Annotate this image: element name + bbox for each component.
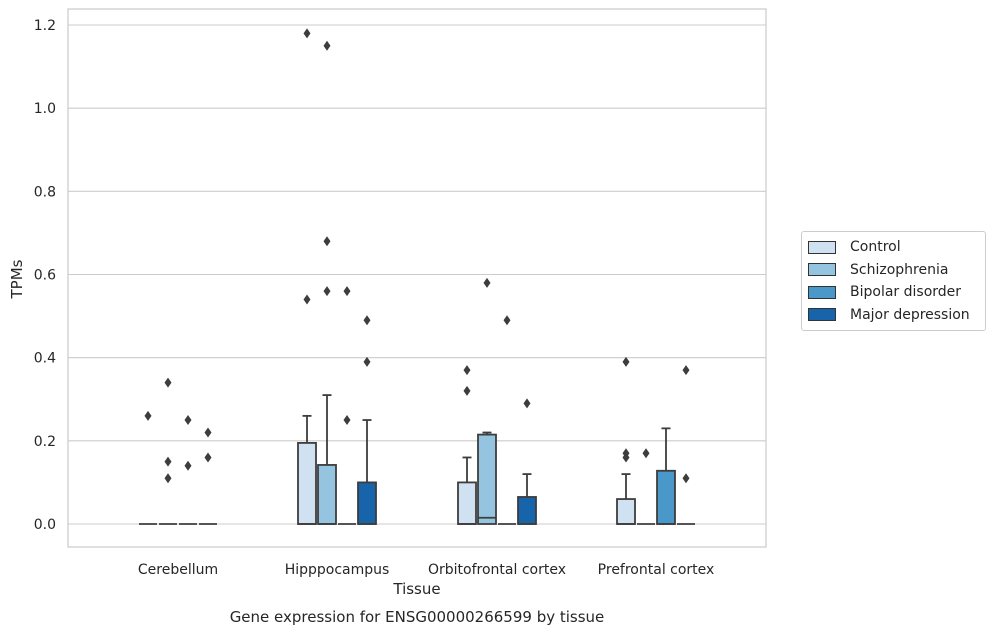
y-tick-label: 0.6 <box>34 268 56 284</box>
box-body <box>317 464 337 525</box>
x-tick-label: Orbitofrontal cortex <box>428 562 566 578</box>
outlier-point <box>303 28 311 39</box>
legend-item-control: Control <box>802 236 985 259</box>
outlier-point <box>463 365 471 376</box>
outlier-point <box>523 398 531 409</box>
outlier-point <box>363 315 371 326</box>
legend: Control Schizophrenia Bipolar disorder M… <box>801 231 986 331</box>
x-axis-label: Tissue <box>392 580 440 598</box>
box-body <box>656 469 676 525</box>
legend-item-schizophrenia: Schizophrenia <box>802 259 985 282</box>
box-control <box>457 456 477 525</box>
legend-swatch-major-depression <box>808 308 836 322</box>
y-tick-label: 0.4 <box>34 351 56 367</box>
legend-item-bipolar-disorder: Bipolar disorder <box>802 281 985 304</box>
outlier-point <box>343 286 351 297</box>
y-tick-label: 0.2 <box>34 434 56 450</box>
chart-caption: Gene expression for ENSG00000266599 by t… <box>230 608 605 626</box>
box-body <box>616 498 636 525</box>
outlier-point <box>463 385 471 396</box>
box-body <box>477 433 497 525</box>
y-tick-label: 0.8 <box>34 184 56 200</box>
outlier-point <box>682 365 690 376</box>
outlier-point <box>303 294 311 305</box>
x-tick-label: Cerebellum <box>138 562 218 578</box>
legend-label: Major depression <box>850 306 970 323</box>
y-tick-label: 1.2 <box>34 18 56 34</box>
box-major-depression <box>357 419 377 525</box>
legend-label: Control <box>850 239 901 256</box>
outlier-point <box>184 460 192 471</box>
y-tick-label: 1.0 <box>34 101 56 117</box>
plot-frame <box>67 8 767 548</box>
box-body <box>297 442 317 525</box>
outlier-points <box>144 28 690 484</box>
box-body <box>357 481 377 525</box>
box-major-depression <box>517 473 537 525</box>
outlier-point <box>164 377 172 388</box>
outlier-point <box>622 452 630 463</box>
outlier-point <box>323 236 331 247</box>
outlier-point <box>164 456 172 467</box>
outlier-point <box>483 277 491 288</box>
outlier-point <box>323 40 331 51</box>
box-bipolar-disorder <box>656 427 676 525</box>
grid-lines <box>68 24 766 525</box>
box-body <box>457 481 477 525</box>
outlier-point <box>323 286 331 297</box>
x-tick-label: Hipppocampus <box>285 562 390 578</box>
box-schizophrenia <box>477 431 497 525</box>
box-schizophrenia <box>317 394 337 525</box>
legend-swatch-control <box>808 240 836 254</box>
y-axis-label: TPMs <box>8 259 26 299</box>
outlier-point <box>164 473 172 484</box>
y-tick-labels: 0.0 0.2 0.4 0.6 0.8 1.0 1.2 <box>34 18 56 533</box>
x-tick-label: Prefrontal cortex <box>598 562 715 578</box>
legend-label: Schizophrenia <box>850 261 949 278</box>
x-tick-labels: Cerebellum Hipppocampus Orbitofrontal cort… <box>138 562 714 578</box>
box-control <box>616 473 636 525</box>
outlier-point <box>363 356 371 367</box>
box-groups <box>139 394 695 525</box>
legend-label: Bipolar disorder <box>850 284 962 301</box>
outlier-point <box>503 315 511 326</box>
outlier-point <box>343 415 351 426</box>
outlier-point <box>144 410 152 421</box>
y-tick-label: 0.0 <box>34 517 56 533</box>
outlier-point <box>682 473 690 484</box>
legend-swatch-bipolar-disorder <box>808 285 836 299</box>
outlier-point <box>204 452 212 463</box>
outlier-point <box>184 415 192 426</box>
box-body <box>517 496 537 525</box>
box-control <box>297 414 317 525</box>
outlier-point <box>642 448 650 459</box>
outlier-point <box>204 427 212 438</box>
outlier-point <box>622 356 630 367</box>
legend-item-major-depression: Major depression <box>802 304 985 327</box>
legend-swatch-schizophrenia <box>808 263 836 277</box>
